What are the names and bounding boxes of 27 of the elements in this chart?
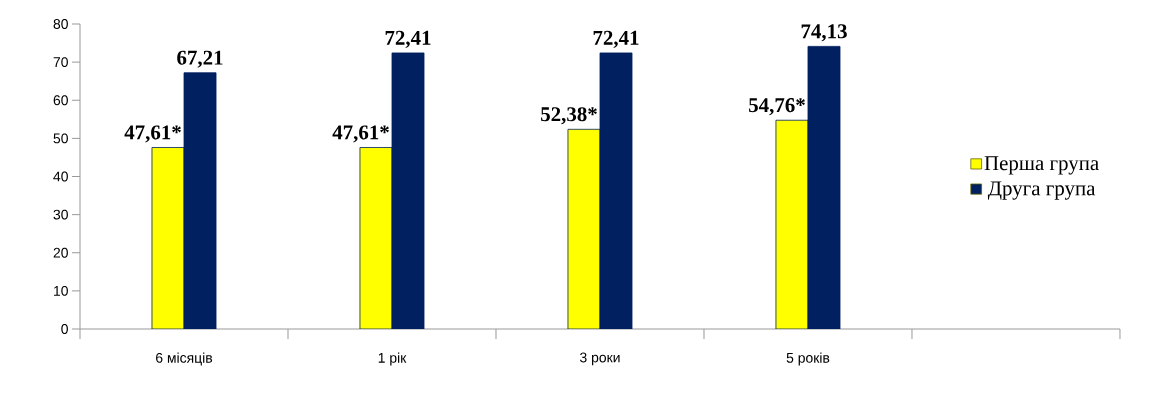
x-tick-label: 6 місяців bbox=[156, 352, 213, 366]
bar bbox=[359, 147, 393, 329]
y-tick-label: 20 bbox=[53, 247, 68, 258]
y-tick-label: 80 bbox=[53, 19, 68, 29]
y-tick-label: 0 bbox=[61, 324, 68, 334]
x-tick-label: 5 років bbox=[786, 352, 830, 366]
data-label: 47,61* bbox=[124, 125, 181, 143]
bar bbox=[775, 119, 809, 329]
data-label: 67,21 bbox=[177, 50, 223, 68]
data-label: 72,41 bbox=[593, 30, 639, 48]
data-label: 47,61* bbox=[332, 125, 389, 143]
bar bbox=[151, 147, 185, 329]
legend-label: Друга група bbox=[987, 181, 1096, 200]
data-label: 52,38* bbox=[541, 107, 597, 125]
data-label: 72,41 bbox=[385, 30, 431, 48]
y-tick-label: 10 bbox=[54, 285, 68, 296]
y-tick-label: 30 bbox=[53, 209, 68, 220]
data-label: 54,76* bbox=[749, 98, 805, 116]
y-tick-label: 60 bbox=[53, 95, 68, 106]
y-tick-label: 70 bbox=[53, 57, 68, 68]
x-tick-label: 3 роки bbox=[580, 352, 620, 366]
bar bbox=[567, 128, 601, 329]
legend-label: Перша група bbox=[984, 156, 1099, 175]
x-tick-label: 1 рік bbox=[378, 352, 407, 366]
y-tick-label: 40 bbox=[53, 171, 68, 182]
y-tick-label: 50 bbox=[53, 133, 68, 144]
data-label: 74,13 bbox=[801, 24, 847, 42]
